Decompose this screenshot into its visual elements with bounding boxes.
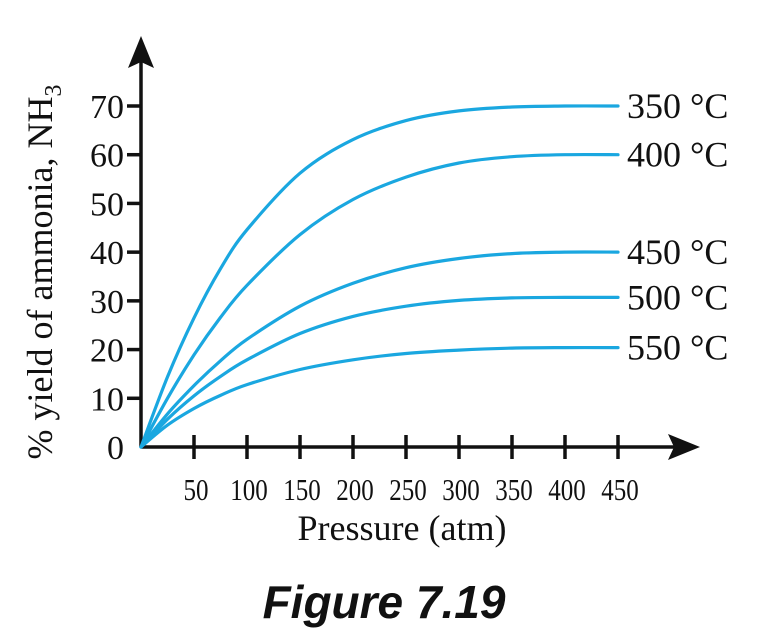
series-label: 500 °C bbox=[627, 277, 728, 317]
x-tick-label: 100 bbox=[230, 472, 268, 507]
y-axis-arrowhead bbox=[128, 36, 154, 68]
series-curve bbox=[139, 104, 620, 449]
tick-marks: 0 10 20 30 40 50 60 70 50 100 150 200 250 300 350 400 45… bbox=[90, 89, 639, 507]
y-axis-label: % yield of ammonia, NH3 bbox=[20, 85, 67, 460]
x-tick-label: 150 bbox=[283, 472, 321, 507]
y-axis-label-main: % yield of ammonia, NH bbox=[20, 97, 60, 460]
x-tick-label: 250 bbox=[389, 472, 427, 507]
y-tick-label: 20 bbox=[90, 333, 124, 370]
x-tick-label: 200 bbox=[336, 472, 374, 507]
series-label: 400 °C bbox=[627, 135, 728, 175]
series-curve bbox=[139, 250, 620, 449]
y-tick-label: 40 bbox=[90, 235, 124, 272]
series-label: 350 °C bbox=[627, 86, 728, 126]
x-tick-label: 50 bbox=[184, 472, 209, 507]
series-curve bbox=[139, 345, 620, 449]
y-axis-label-subscript: 3 bbox=[41, 85, 67, 97]
series-curve bbox=[139, 295, 620, 449]
x-tick-label: 350 bbox=[495, 472, 533, 507]
series-label: 550 °C bbox=[627, 328, 728, 368]
x-tick-label: 300 bbox=[442, 472, 480, 507]
axes bbox=[128, 36, 700, 460]
x-tick-label: 450 bbox=[601, 472, 639, 507]
y-tick-label: 70 bbox=[90, 89, 124, 126]
y-tick-label: 10 bbox=[90, 381, 124, 418]
x-axis-label: Pressure (atm) bbox=[298, 508, 507, 548]
y-tick-label: 30 bbox=[90, 284, 124, 321]
series-labels: 350 °C 400 °C 450 °C 500 °C 550 °C bbox=[627, 86, 728, 368]
y-tick-label: 60 bbox=[90, 138, 124, 175]
series-curves bbox=[139, 104, 620, 449]
x-tick-label: 400 bbox=[548, 472, 586, 507]
figure-caption: Figure 7.19 bbox=[263, 576, 506, 628]
y-tick-label: 50 bbox=[90, 186, 124, 223]
y-tick-label: 0 bbox=[107, 430, 124, 467]
x-axis-arrowhead bbox=[668, 434, 700, 460]
series-curve bbox=[139, 152, 620, 449]
series-label: 450 °C bbox=[627, 232, 728, 272]
